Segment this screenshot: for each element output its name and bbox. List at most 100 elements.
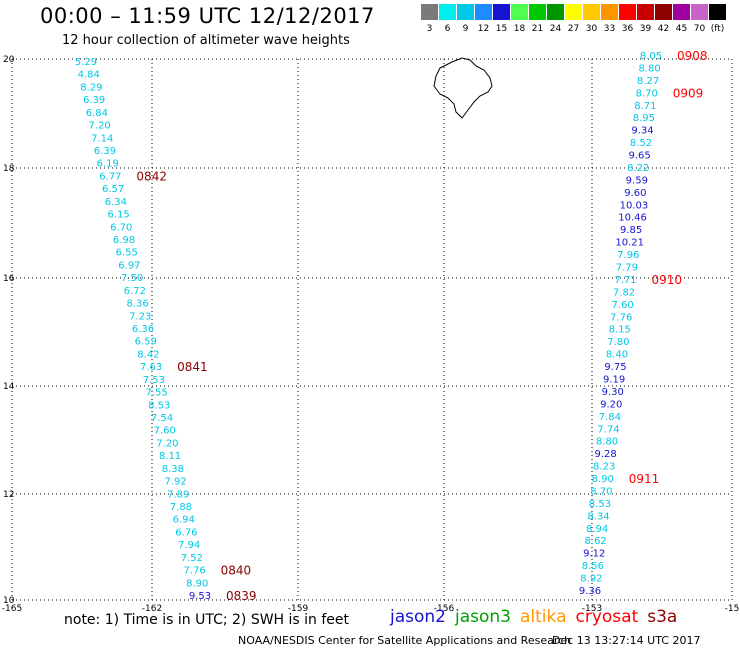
wave-height-value: 7.76 <box>610 312 632 323</box>
wave-height-value: 7.20 <box>88 121 110 132</box>
color-scale-label: 3 <box>426 24 433 34</box>
wave-height-value: 9.59 <box>626 175 648 186</box>
pass-time-label: 0910 <box>651 273 682 287</box>
color-scale-label: 70 <box>693 24 706 34</box>
wave-height-value: 8.71 <box>634 101 656 112</box>
lon-tick-label: -153 <box>582 604 602 614</box>
wave-height-value: 8.62 <box>585 536 607 547</box>
color-scale-label: 9 <box>462 24 469 34</box>
wave-height-value: 7.60 <box>611 300 633 311</box>
pass-time-label: 0909 <box>673 86 704 100</box>
lat-tick-label: 18 <box>3 164 15 174</box>
color-scale-swatch <box>619 4 636 20</box>
color-scale-swatch <box>691 4 708 20</box>
wave-height-value: 7.76 <box>183 566 205 577</box>
color-scale-label: 15 <box>495 24 508 34</box>
generation-timestamp: Dec 13 13:27:14 UTC 2017 <box>552 634 701 647</box>
wave-height-value: 9.60 <box>624 188 646 199</box>
color-scale-swatch <box>457 4 474 20</box>
lon-tick-label: -15 <box>725 604 740 614</box>
wave-height-value: 10.46 <box>618 213 647 224</box>
color-scale-swatch <box>493 4 510 20</box>
wave-height-value: 9.36 <box>579 586 601 597</box>
color-scale-swatch <box>673 4 690 20</box>
color-scale-swatch <box>511 4 528 20</box>
wave-height-value: 8.56 <box>582 561 604 572</box>
wave-height-value: 9.53 <box>189 591 211 602</box>
lat-tick-label: 16 <box>3 274 15 284</box>
wave-height-value: 8.70 <box>590 486 612 497</box>
wave-height-value: 7.80 <box>607 337 629 348</box>
color-scale-label: 39 <box>639 24 652 34</box>
wave-height-value: 8.22 <box>627 163 649 174</box>
color-scale-label: 12 <box>477 24 490 34</box>
color-scale-label: 33 <box>603 24 616 34</box>
color-scale-label: 18 <box>513 24 526 34</box>
color-scale-swatch <box>637 4 654 20</box>
wave-height-value: 8.11 <box>159 451 181 462</box>
altimeter-tracks: 5.294.848.296.396.847.207.146.396.196.77… <box>75 49 708 603</box>
wave-height-value: 8.80 <box>638 63 660 74</box>
color-scale-label: (ft) <box>710 24 725 34</box>
lat-tick-label: 10 <box>3 596 15 606</box>
wave-height-value: 6.70 <box>110 222 132 233</box>
pass-time-label: 0839 <box>226 589 257 603</box>
wave-height-value: 8.27 <box>637 76 659 87</box>
wave-height-value: 7.94 <box>178 540 200 551</box>
wave-height-value: 6.57 <box>102 184 124 195</box>
wave-height-value: 6.97 <box>118 260 140 271</box>
wave-height-value: 6.59 <box>135 337 157 348</box>
wave-height-value: 8.70 <box>636 88 658 99</box>
color-scale-label: 21 <box>531 24 544 34</box>
wave-height-value: 6.15 <box>107 210 129 221</box>
wave-height-value: 9.65 <box>629 151 651 162</box>
color-scale-swatch <box>439 4 456 20</box>
lat-tick-label: 14 <box>3 382 15 392</box>
pass-time-label: 0842 <box>136 169 167 183</box>
wave-height-value: 8.80 <box>596 437 618 448</box>
wave-height-value: 7.74 <box>597 424 619 435</box>
wave-height-value: 10.03 <box>620 200 649 211</box>
wave-height-value: 9.12 <box>583 549 605 560</box>
wave-height-value: 8.15 <box>609 325 631 336</box>
pass-time-label: 0840 <box>221 564 252 578</box>
wave-height-value: 6.34 <box>105 197 127 208</box>
color-scale-swatch <box>475 4 492 20</box>
lat-tick-label: 12 <box>3 490 14 500</box>
wave-height-value: 8.95 <box>633 113 655 124</box>
wave-height-value: 7.53 <box>143 375 165 386</box>
color-scale-swatch <box>547 4 564 20</box>
wave-height-value: 6.84 <box>86 108 108 119</box>
wave-height-value: 7.60 <box>154 426 176 437</box>
axis-labels: -165 -162 -159 -156 -153 -15 20 18 16 14 12 10 <box>2 55 740 614</box>
wave-height-value: 9.75 <box>604 362 626 373</box>
color-scale-label: 30 <box>585 24 598 34</box>
wave-height-value: 8.34 <box>587 511 609 522</box>
color-scale-label: 45 <box>675 24 688 34</box>
wave-height-value: 7.71 <box>614 275 636 286</box>
wave-height-value: 8.29 <box>80 82 102 93</box>
wave-height-value: 6.76 <box>175 527 197 538</box>
wave-height-value: 6.19 <box>97 159 119 170</box>
legend-item-s3a: s3a <box>647 607 678 627</box>
wave-height-value: 6.36 <box>132 324 154 335</box>
wave-height-value: 8.90 <box>186 578 208 589</box>
legend-item-altika: altika <box>520 607 567 627</box>
wave-height-value: 9.30 <box>602 387 624 398</box>
wave-height-value: 7.84 <box>599 412 621 423</box>
wave-height-value: 7.23 <box>129 311 151 322</box>
wave-height-value: 7.52 <box>181 553 203 564</box>
wave-height-value: 8.53 <box>589 499 611 510</box>
color-scale-swatch <box>529 4 546 20</box>
color-scale-label: 36 <box>621 24 634 34</box>
wave-height-value: 10.21 <box>615 238 644 249</box>
wave-height-value: 7.79 <box>616 263 638 274</box>
lon-tick-label: -162 <box>142 604 162 614</box>
wave-height-value: 9.20 <box>600 399 622 410</box>
wave-height-value: 7.55 <box>145 388 167 399</box>
wave-height-value: 7.63 <box>140 362 162 373</box>
lon-tick-label: -165 <box>2 604 22 614</box>
wave-height-value: 7.96 <box>617 250 639 261</box>
wave-height-value: 8.23 <box>593 462 615 473</box>
color-scale-label: 42 <box>657 24 670 34</box>
